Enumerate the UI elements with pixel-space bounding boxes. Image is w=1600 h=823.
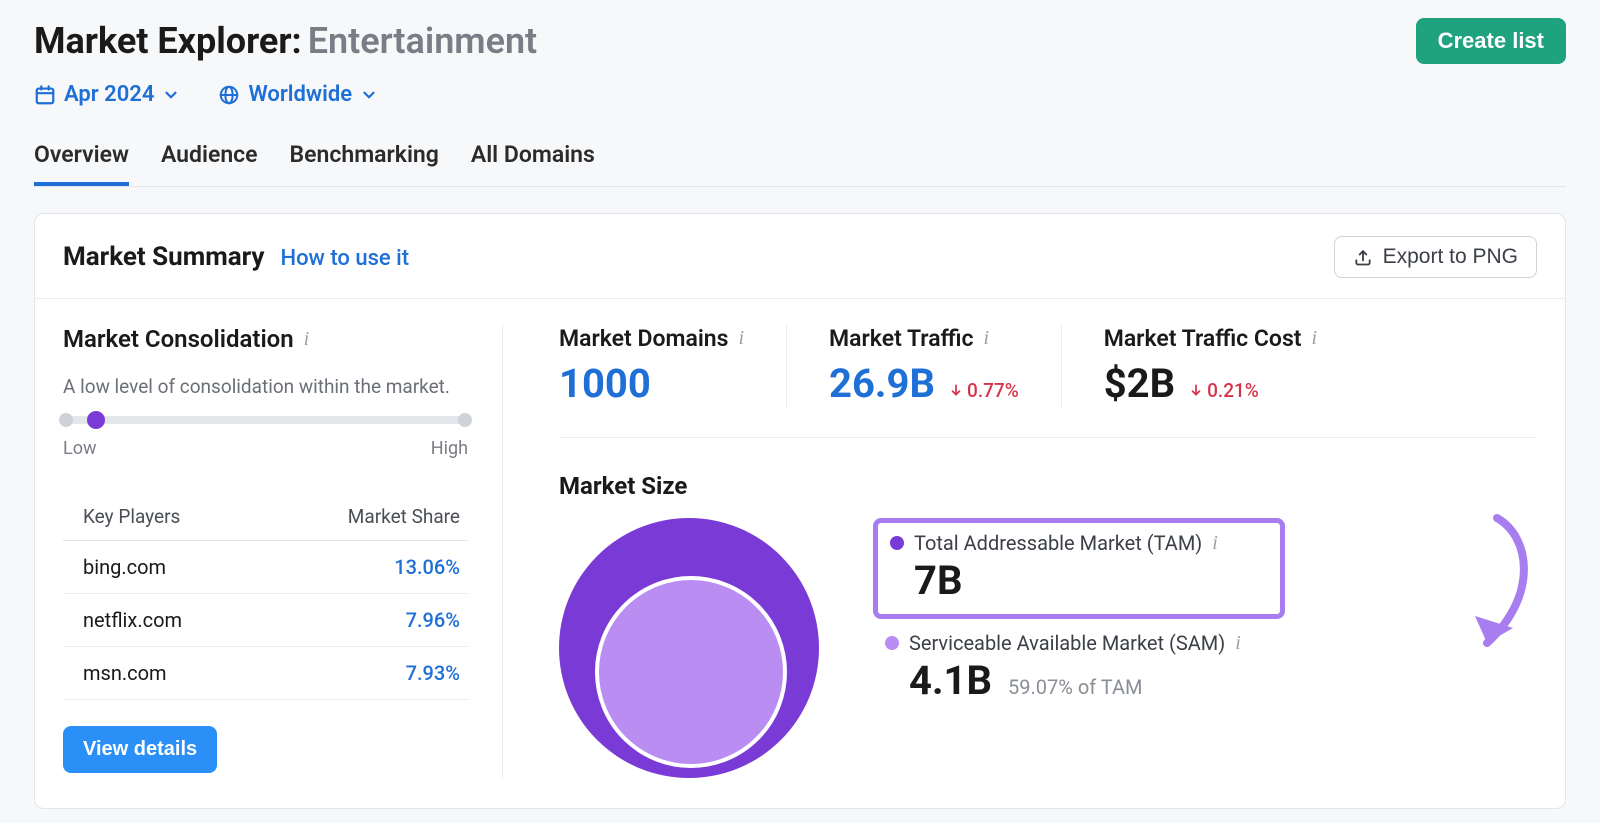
- slider-high-label: High: [431, 438, 468, 459]
- view-details-button[interactable]: View details: [63, 726, 217, 773]
- metric-cost-label: Market Traffic Cost: [1104, 325, 1302, 352]
- key-player-share: 7.96%: [406, 608, 460, 632]
- info-icon[interactable]: i: [1312, 327, 1318, 350]
- key-player-domain: netflix.com: [83, 608, 182, 632]
- info-icon[interactable]: i: [738, 327, 744, 350]
- calendar-icon: [34, 84, 56, 106]
- panel-title: Market Summary: [63, 242, 265, 272]
- metric-traffic-delta: 0.77%: [949, 379, 1019, 402]
- tab-bar: Overview Audience Benchmarking All Domai…: [34, 141, 1566, 187]
- sam-legend-dot: [885, 636, 899, 650]
- date-filter[interactable]: Apr 2024: [34, 82, 180, 107]
- sam-value: 4.1B: [909, 657, 992, 704]
- metric-domains-value: 1000: [559, 360, 651, 407]
- tam-legend-dot: [890, 536, 904, 550]
- annotation-arrow: [1427, 508, 1547, 688]
- key-players-col: Key Players: [83, 505, 180, 528]
- key-player-domain: bing.com: [83, 555, 166, 579]
- export-label: Export to PNG: [1383, 245, 1518, 269]
- info-icon[interactable]: i: [304, 328, 310, 351]
- tam-highlight-box: Total Addressable Market (TAM) i 7B: [873, 518, 1285, 619]
- market-size-chart: [559, 518, 819, 778]
- sam-label: Serviceable Available Market (SAM): [909, 631, 1225, 655]
- how-to-use-link[interactable]: How to use it: [280, 246, 409, 271]
- slider-low-label: Low: [63, 438, 97, 459]
- page-title-category: Entertainment: [308, 20, 537, 62]
- tab-all-domains[interactable]: All Domains: [471, 141, 595, 186]
- tam-label: Total Addressable Market (TAM): [914, 531, 1202, 555]
- tab-audience[interactable]: Audience: [161, 141, 258, 186]
- info-icon[interactable]: i: [1235, 632, 1241, 655]
- region-filter[interactable]: Worldwide: [218, 82, 378, 107]
- region-filter-label: Worldwide: [248, 82, 352, 107]
- export-icon: [1353, 247, 1373, 267]
- key-player-row[interactable]: msn.com 7.93%: [63, 647, 468, 700]
- chevron-down-icon: [360, 86, 378, 104]
- tab-benchmarking[interactable]: Benchmarking: [290, 141, 439, 186]
- info-icon[interactable]: i: [984, 327, 990, 350]
- key-player-row[interactable]: netflix.com 7.96%: [63, 594, 468, 647]
- market-share-col: Market Share: [348, 505, 460, 528]
- metric-cost-delta: 0.21%: [1189, 379, 1259, 402]
- consolidation-title: Market Consolidation: [63, 325, 294, 353]
- tam-value: 7B: [914, 557, 962, 604]
- metric-traffic-label: Market Traffic: [829, 325, 974, 352]
- key-player-domain: msn.com: [83, 661, 167, 685]
- key-player-row[interactable]: bing.com 13.06%: [63, 541, 468, 594]
- metric-domains-label: Market Domains: [559, 325, 728, 352]
- key-player-share: 13.06%: [394, 555, 460, 579]
- consolidation-slider: [63, 416, 468, 428]
- info-icon[interactable]: i: [1212, 532, 1218, 555]
- chevron-down-icon: [162, 86, 180, 104]
- page-title-prefix: Market Explorer:: [34, 20, 302, 62]
- tab-overview[interactable]: Overview: [34, 141, 129, 186]
- sam-pct-of-tam: 59.07% of TAM: [1008, 675, 1142, 699]
- key-player-share: 7.93%: [406, 661, 460, 685]
- globe-icon: [218, 84, 240, 106]
- date-filter-label: Apr 2024: [64, 82, 154, 107]
- export-png-button[interactable]: Export to PNG: [1334, 236, 1537, 278]
- consolidation-note: A low level of consolidation within the …: [63, 375, 468, 398]
- metric-cost-value: $2B: [1104, 360, 1175, 407]
- market-summary-panel: Market Summary How to use it Export to P…: [34, 213, 1566, 809]
- market-size-title: Market Size: [559, 472, 1537, 500]
- metric-traffic-value: 26.9B: [829, 360, 935, 407]
- create-list-button[interactable]: Create list: [1416, 18, 1566, 64]
